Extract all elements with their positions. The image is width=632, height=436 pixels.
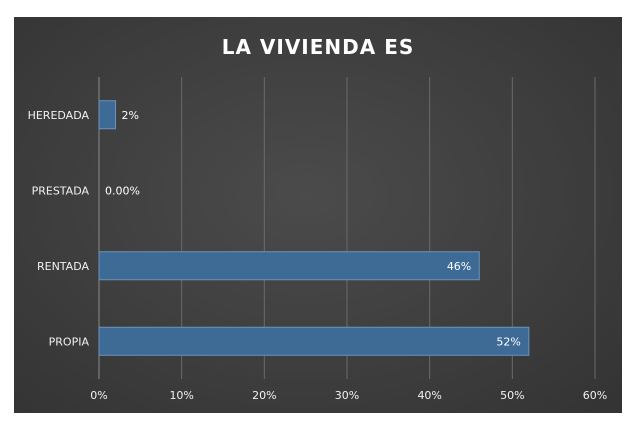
x-tick-label-10: 10% [169, 389, 193, 402]
category-label-propia: PROPIA [49, 335, 90, 348]
data-label-heredada: 2% [122, 109, 139, 122]
plot-area: 0% 10% 20% 30% 40% 50% 60% HEREDADA 2% PRESTADA 0.… [28, 77, 607, 402]
x-tick-label-0: 0% [90, 389, 107, 402]
data-label-propia: 52% [496, 335, 520, 348]
category-label-heredada: HEREDADA [28, 109, 90, 122]
x-tick-label-30: 30% [335, 389, 359, 402]
x-tick-label-40: 40% [417, 389, 441, 402]
chart-title: LA VIVIENDA ES [221, 35, 415, 59]
category-label-rentada: RENTADA [37, 260, 89, 273]
x-tick-label-60: 60% [583, 389, 607, 402]
bar-rentada [98, 251, 480, 281]
bar-heredada [98, 100, 117, 130]
x-tick-label-20: 20% [252, 389, 276, 402]
data-label-rentada: 46% [447, 260, 471, 273]
data-label-prestada: 0.00% [105, 184, 140, 197]
bar-propia [98, 326, 530, 356]
category-label-prestada: PRESTADA [32, 184, 90, 197]
chart-area: LA VIVIENDA ES 0% 10% 20% 30% 40% 50% 60% HERED… [14, 17, 622, 413]
x-tick-label-50: 50% [500, 389, 524, 402]
